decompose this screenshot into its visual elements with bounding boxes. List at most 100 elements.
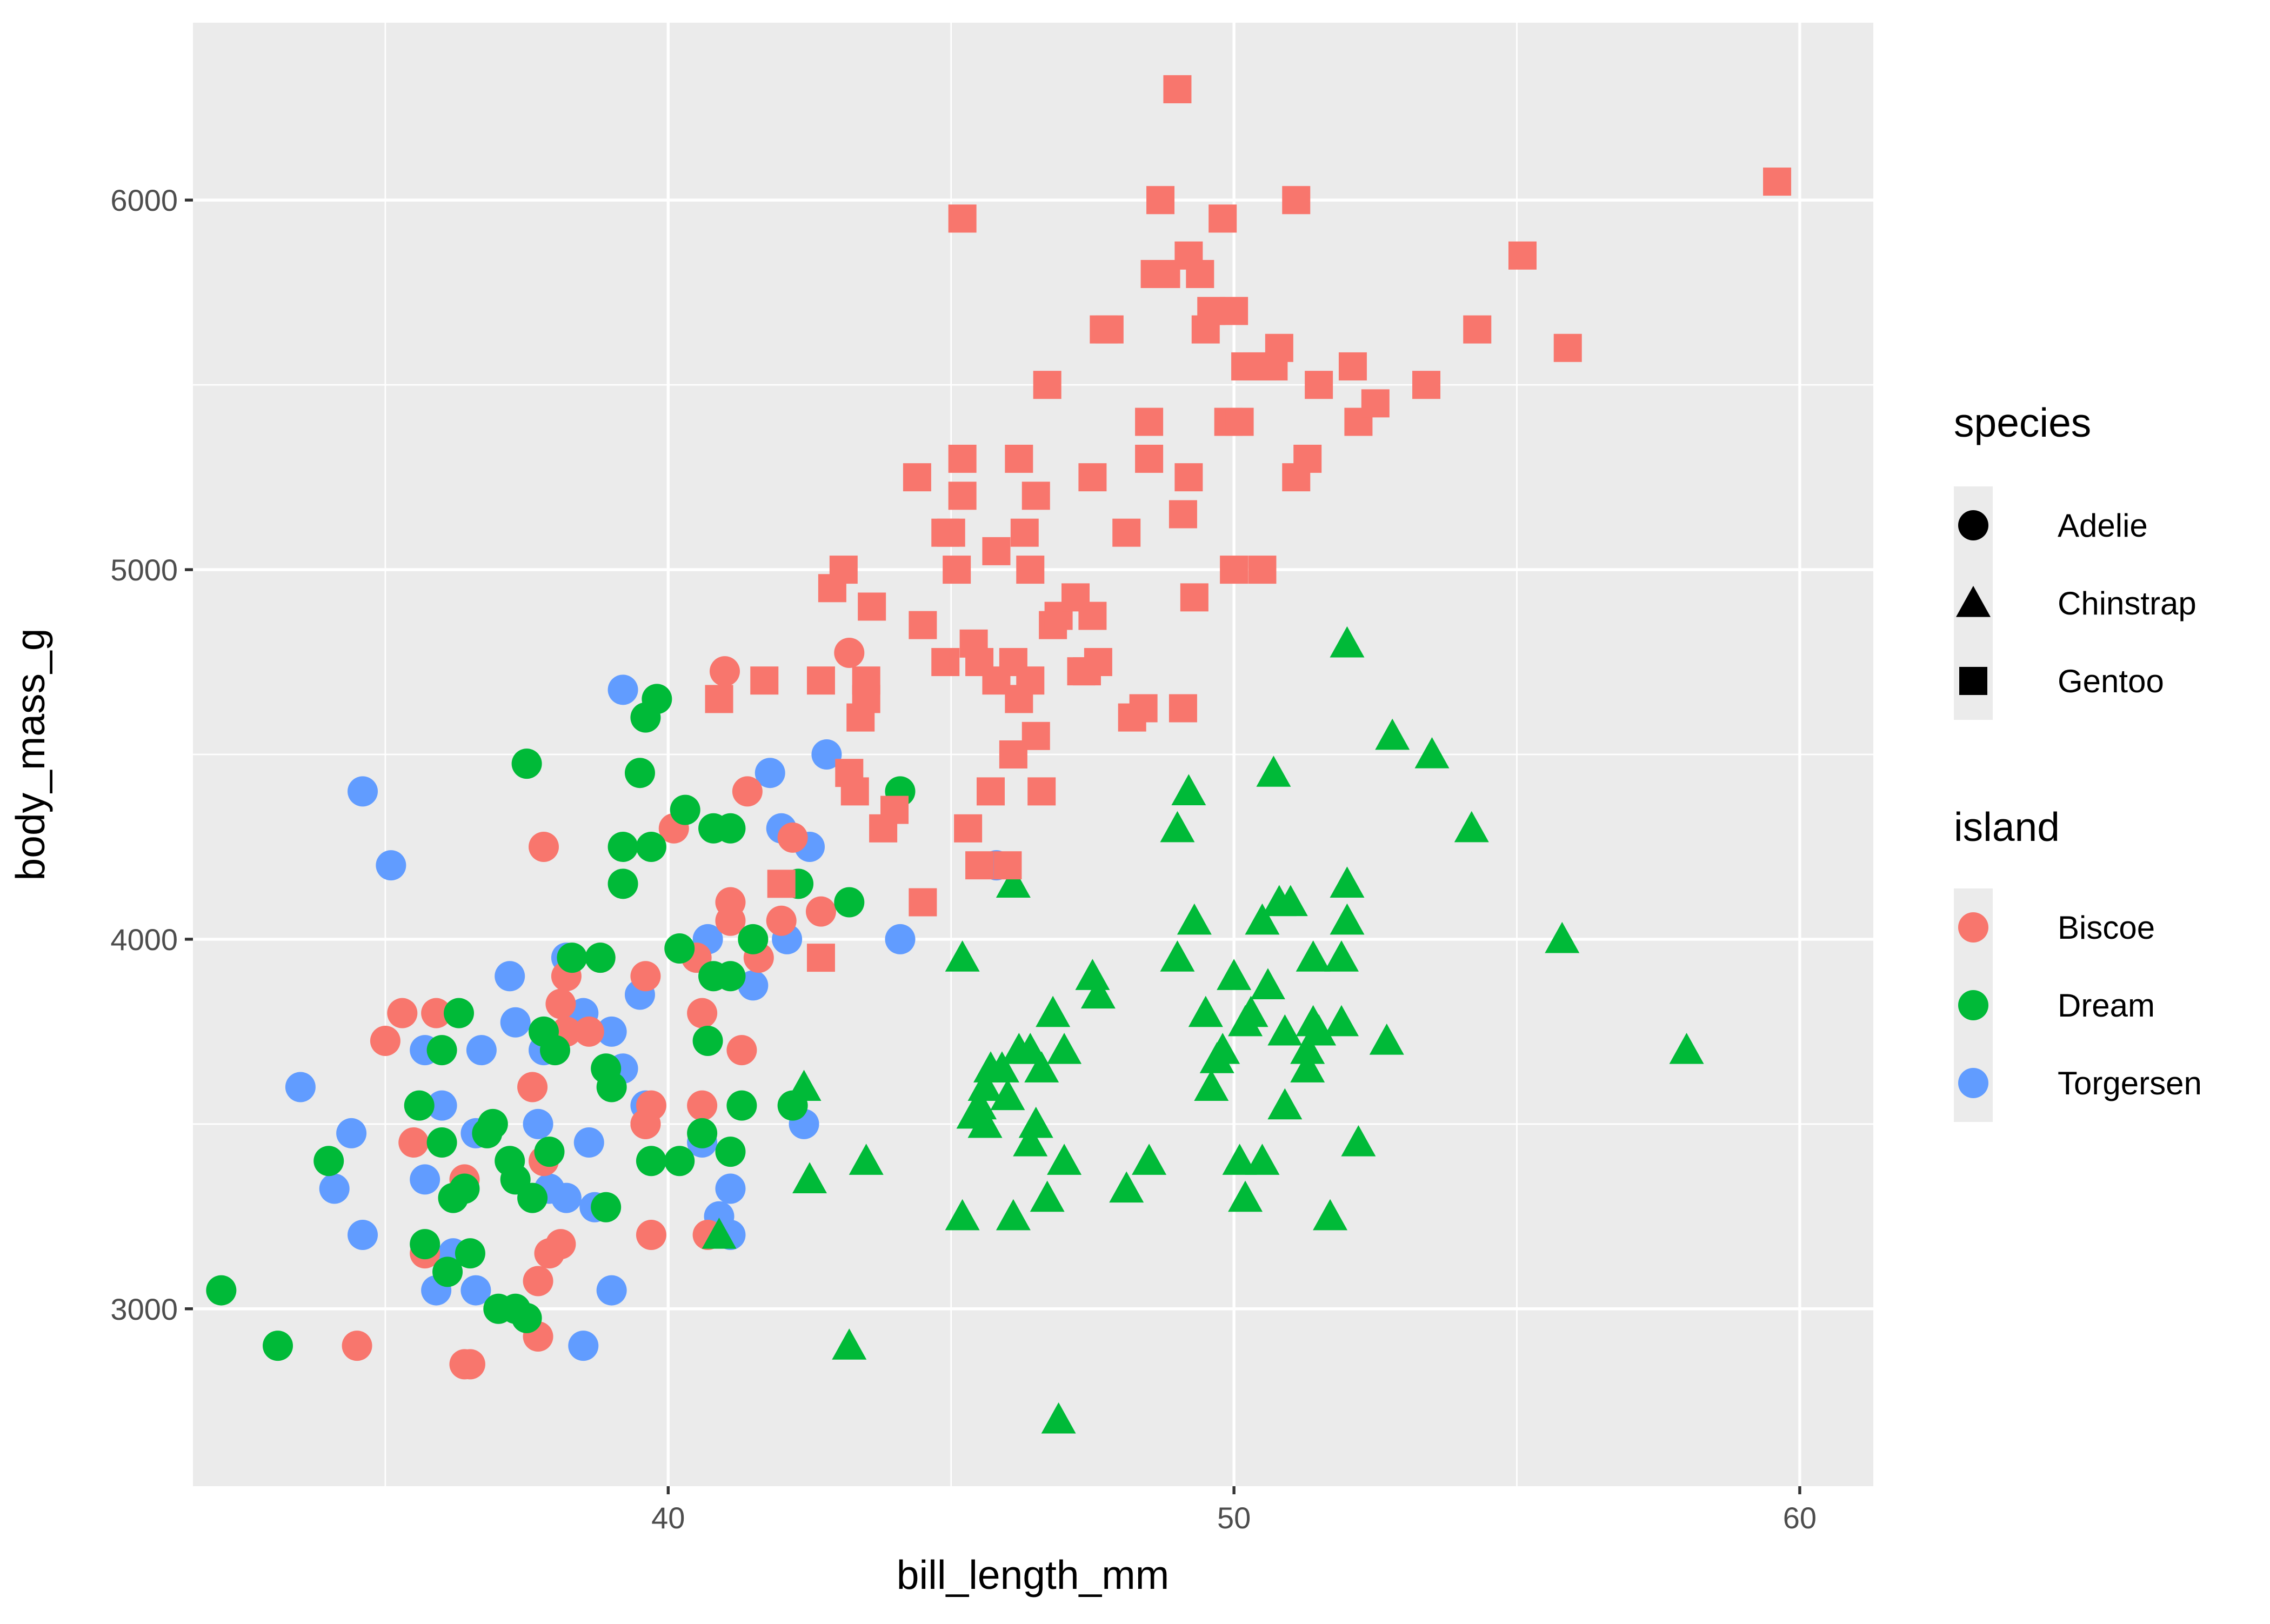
adelie-torgersen-point: [885, 924, 916, 954]
gentoo-biscoe-point: [750, 666, 779, 695]
gentoo-biscoe-point: [1338, 352, 1367, 380]
gentoo-biscoe-point: [965, 851, 994, 880]
x-tick-label: 50: [1217, 1501, 1251, 1535]
chinstrap-dream-point: [832, 1328, 867, 1360]
gentoo-biscoe-point: [840, 777, 869, 806]
adelie-dream-point: [624, 758, 655, 788]
gentoo-biscoe-point: [1282, 186, 1311, 215]
gentoo-biscoe-point: [880, 796, 909, 824]
gentoo-biscoe-point: [931, 648, 960, 677]
legend-label-chinstrap: Chinstrap: [2058, 585, 2196, 621]
gentoo-biscoe-point: [1135, 407, 1164, 436]
adelie-dream-point: [426, 1035, 457, 1066]
adelie-torgersen-point: [466, 1035, 497, 1066]
chinstrap-dream-point: [1267, 1088, 1303, 1120]
gentoo-biscoe-point: [909, 611, 937, 639]
adelie-torgersen-point: [607, 674, 638, 705]
gentoo-biscoe-point: [1265, 333, 1293, 362]
gentoo-biscoe-point: [1021, 482, 1050, 510]
adelie-torgersen-point: [811, 739, 842, 770]
chinstrap-dream-point: [1267, 1014, 1303, 1046]
chinstrap-dream-point: [1296, 940, 1331, 972]
chinstrap-dream-point: [1233, 995, 1268, 1027]
adelie-torgersen-point: [755, 758, 785, 788]
gentoo-biscoe-point: [1186, 260, 1214, 289]
gentoo-biscoe-point: [1248, 556, 1277, 584]
chinstrap-dream-point: [1330, 903, 1365, 935]
adelie-dream-point: [692, 1025, 723, 1056]
gentoo-biscoe-point: [1095, 315, 1124, 344]
gentoo-biscoe-point: [1005, 444, 1033, 473]
gentoo-biscoe-point: [1553, 333, 1582, 362]
adelie-biscoe-point: [517, 1072, 548, 1102]
chinstrap-dream-point: [1256, 756, 1291, 787]
island-legend: island Biscoe Dream Torgersen: [1954, 804, 2202, 1122]
adelie-dream-point: [511, 1302, 542, 1333]
adelie-dream-point: [607, 831, 638, 862]
adelie-biscoe-point: [766, 905, 797, 936]
adelie-dream-point: [517, 1182, 548, 1213]
chinstrap-dream-point: [1024, 1051, 1059, 1082]
gentoo-biscoe-point: [1412, 371, 1441, 399]
chinstrap-dream-point: [1160, 940, 1195, 972]
chinstrap-dream-point: [1002, 1033, 1037, 1064]
chinstrap-dream-point: [1109, 1171, 1144, 1203]
adelie-torgersen-point: [523, 1108, 553, 1139]
adelie-torgersen-point: [495, 961, 525, 992]
adelie-dream-point: [738, 924, 769, 954]
gentoo-biscoe-point: [943, 556, 971, 584]
adelie-dream-point: [443, 998, 474, 1028]
adelie-biscoe-point: [687, 998, 718, 1028]
chinstrap-dream-point: [1341, 1125, 1376, 1157]
adelie-biscoe-point: [545, 1229, 576, 1260]
chinstrap-dream-point: [1132, 1144, 1167, 1175]
chinstrap-dream-point: [1222, 1144, 1257, 1175]
chinstrap-dream-point: [792, 1162, 827, 1194]
adelie-dream-point: [596, 1072, 627, 1102]
adelie-dream-point: [206, 1275, 237, 1306]
chinstrap-dream-point: [1375, 718, 1410, 750]
adelie-dream-point: [539, 1035, 570, 1066]
adelie-torgersen-point: [596, 1016, 627, 1047]
chinstrap-dream-point: [1369, 1023, 1404, 1055]
gentoo-biscoe-point: [1293, 444, 1322, 473]
chinstrap-dream-point: [984, 1051, 1019, 1082]
gentoo-biscoe-point: [948, 444, 977, 473]
adelie-dream-point: [607, 868, 638, 899]
adelie-torgersen-point: [715, 1173, 746, 1204]
gentoo-biscoe-point: [1016, 556, 1045, 584]
gentoo-biscoe-point: [1112, 518, 1141, 547]
gentoo-biscoe-point: [1463, 315, 1492, 344]
gentoo-biscoe-point: [1010, 518, 1039, 547]
chinstrap-dream-point: [996, 866, 1031, 898]
adelie-dream-point: [636, 831, 666, 862]
adelie-biscoe-point: [636, 1219, 666, 1250]
gentoo-biscoe-point: [1021, 721, 1050, 750]
gentoo-biscoe-point: [829, 556, 858, 584]
adelie-dream-point: [664, 933, 695, 964]
chinstrap-dream-point: [1330, 626, 1365, 658]
adelie-biscoe-point: [573, 1016, 604, 1047]
y-axis-title: body_mass_g: [8, 629, 53, 881]
adelie-biscoe-point: [777, 822, 808, 853]
adelie-torgersen-point: [596, 1275, 627, 1306]
chinstrap-dream-point: [1324, 940, 1359, 972]
adelie-biscoe-point: [455, 1349, 485, 1380]
chinstrap-dream-point: [1160, 811, 1195, 843]
legend-key-chinstrap: [1956, 586, 1991, 617]
adelie-biscoe-point: [732, 776, 763, 807]
chinstrap-dream-point: [1669, 1033, 1704, 1064]
chinstrap-dream-point: [1273, 885, 1308, 917]
adelie-biscoe-point: [529, 831, 559, 862]
adelie-torgersen-point: [568, 1331, 599, 1361]
chinstrap-dream-point: [1228, 1180, 1263, 1212]
chinstrap-dream-point: [945, 1199, 980, 1231]
gentoo-biscoe-point: [1220, 556, 1248, 584]
chinstrap-dream-point: [1290, 1051, 1325, 1082]
gentoo-biscoe-point: [1163, 75, 1192, 104]
chinstrap-dream-point: [1414, 737, 1450, 768]
gentoo-biscoe-point: [1078, 602, 1107, 630]
chinstrap-dream-point: [996, 1199, 1031, 1231]
gentoo-biscoe-point: [982, 537, 1011, 565]
